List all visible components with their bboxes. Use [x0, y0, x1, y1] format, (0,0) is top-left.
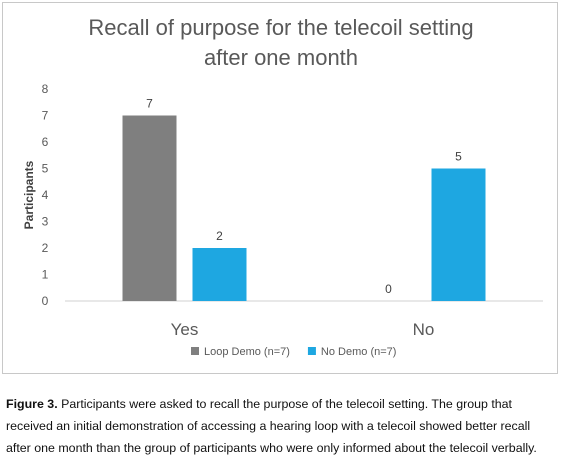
bar-yes-series-1: [122, 115, 177, 301]
legend-label-series-1: Loop Demo (n=7): [204, 346, 290, 358]
x-tick-label: Yes: [171, 320, 199, 339]
chart-title-line-2: after one month: [203, 45, 359, 70]
legend-label-series-2: No Demo (n=7): [321, 346, 397, 358]
y-tick-label: 6: [42, 135, 49, 149]
chart-title-line-1: Recall of purpose for the telecoil setti…: [88, 15, 474, 40]
data-label: 5: [455, 150, 462, 164]
bar-no-series-2: [431, 168, 486, 301]
y-tick-label: 2: [42, 241, 49, 255]
y-tick-label: 5: [42, 162, 49, 176]
x-tick-label: No: [413, 320, 435, 339]
legend-swatch-series-2: [307, 347, 316, 355]
data-label: 0: [385, 282, 392, 296]
data-label: 7: [146, 97, 153, 111]
data-label: 2: [216, 229, 223, 243]
bar-yes-series-2: [192, 248, 247, 301]
y-axis-label: Participants: [22, 160, 36, 229]
y-tick-label: 3: [42, 215, 49, 229]
bar-chart: 0 1 2 3 4 5 6 7 8 Participants 7 2 Yes 0 5 No Loop Demo …: [22, 82, 543, 358]
legend-swatch-series-1: [191, 347, 199, 355]
y-tick-label: 0: [42, 294, 49, 308]
y-tick-label: 7: [42, 109, 49, 123]
caption-text: Participants were asked to recall the pu…: [6, 397, 537, 455]
caption-label: Figure 3.: [6, 397, 58, 411]
chart-title: Recall of purpose for the telecoil setti…: [3, 13, 559, 73]
y-tick-label: 4: [42, 188, 49, 202]
y-tick-label: 1: [42, 268, 49, 282]
chart-area: Recall of purpose for the telecoil setti…: [2, 2, 558, 374]
y-tick-label: 8: [42, 82, 49, 96]
figure-caption: Figure 3. Participants were asked to rec…: [6, 393, 558, 459]
